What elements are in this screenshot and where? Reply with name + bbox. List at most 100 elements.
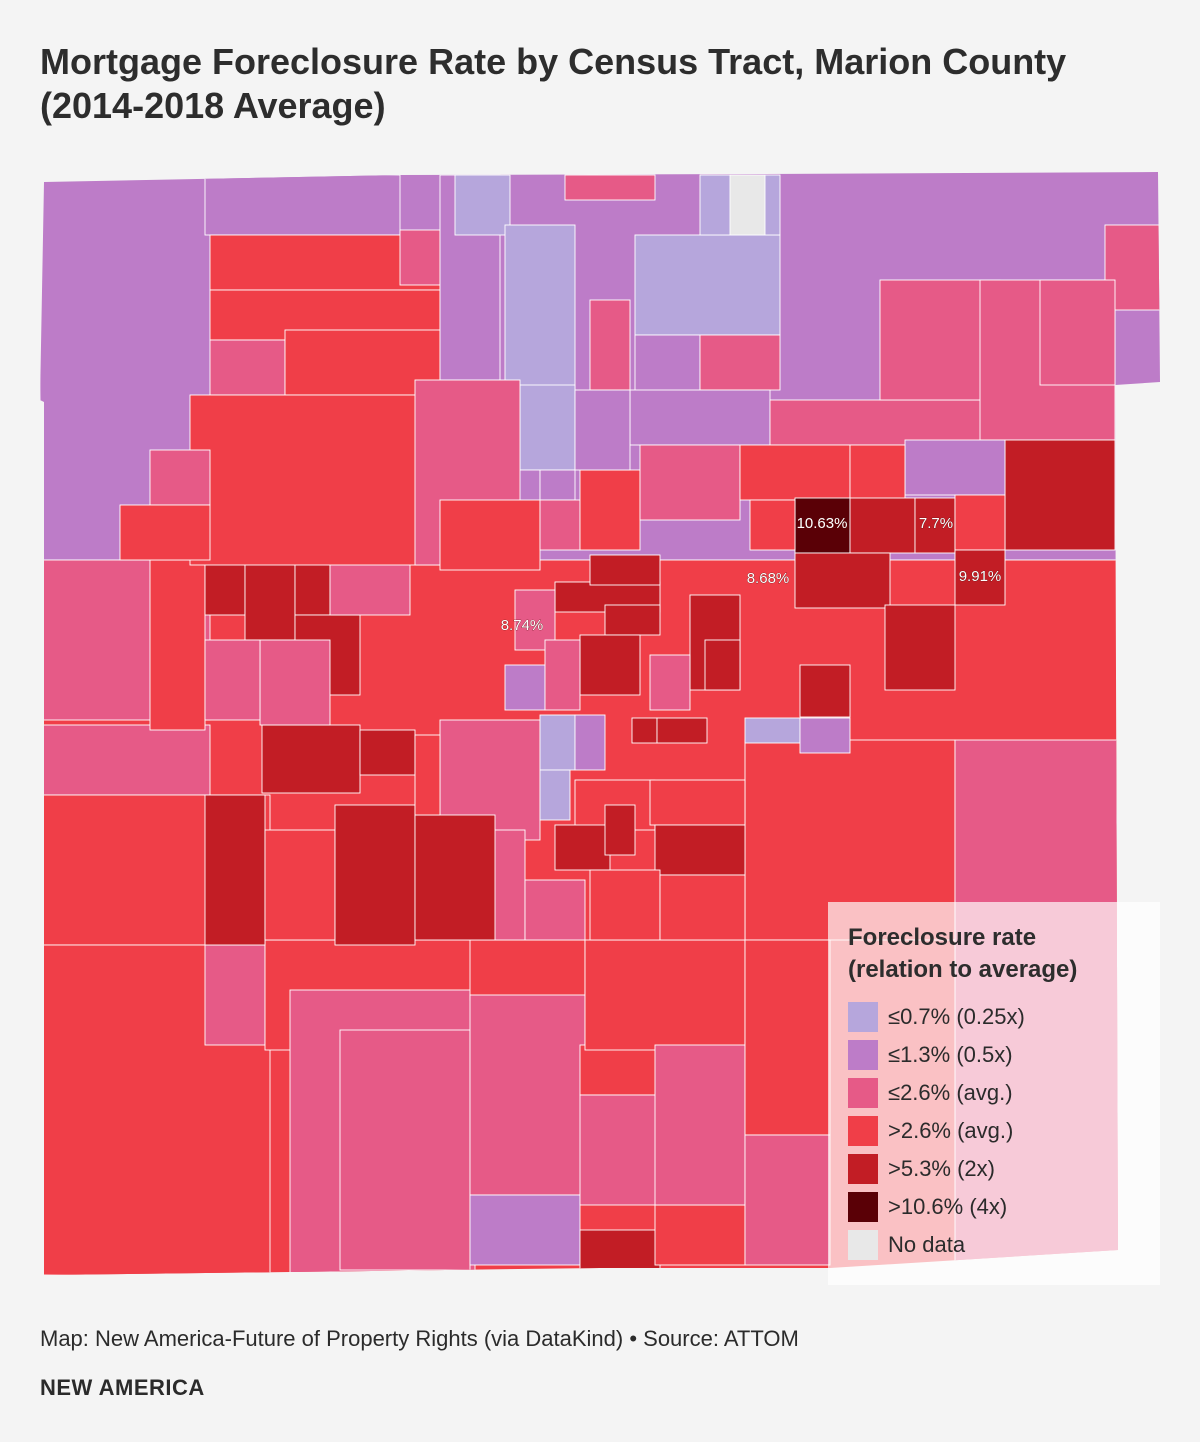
census-tract xyxy=(744,1134,831,1266)
census-tract xyxy=(1004,439,1116,551)
legend-label: ≤2.6% (avg.) xyxy=(888,1080,1013,1105)
census-tract xyxy=(639,444,741,521)
legend-item-low: ≤1.3% (0.5x) xyxy=(848,1036,1160,1074)
census-tract xyxy=(589,299,631,391)
census-tract xyxy=(264,829,336,941)
census-tract xyxy=(261,724,361,794)
census-tract xyxy=(414,814,496,941)
tract-labels: 10.63% 7.7% 8.68% 9.91% 8.74% xyxy=(500,515,1002,635)
census-tract xyxy=(656,717,708,744)
legend-swatch xyxy=(848,1230,878,1260)
census-tract xyxy=(654,1044,746,1206)
census-tract xyxy=(204,794,266,946)
census-tract xyxy=(699,334,781,391)
census-tract xyxy=(149,449,211,506)
census-tract xyxy=(544,639,581,711)
census-tract xyxy=(554,824,611,871)
census-tract xyxy=(584,939,746,1051)
census-tract xyxy=(749,499,796,551)
census-tract xyxy=(604,604,661,636)
census-tract xyxy=(914,497,956,554)
legend-label: >10.6% (4x) xyxy=(888,1194,1008,1219)
census-tract xyxy=(799,717,851,754)
census-tract xyxy=(524,879,586,941)
census-tract xyxy=(439,499,541,571)
census-tract xyxy=(284,329,441,396)
legend-item-high: >5.3% (2x) xyxy=(848,1150,1160,1188)
census-tract xyxy=(579,634,641,696)
census-tract xyxy=(634,334,701,396)
source-credit: Map: New America-Future of Property Righ… xyxy=(40,1326,799,1351)
legend-item-below-average: ≤2.6% (avg.) xyxy=(848,1074,1160,1112)
census-tract xyxy=(589,869,661,941)
census-tract xyxy=(414,734,441,816)
census-tract xyxy=(849,497,916,554)
census-tract xyxy=(954,494,1006,551)
census-tract xyxy=(799,664,851,718)
census-tract xyxy=(654,824,746,876)
census-tract xyxy=(1039,279,1116,386)
census-tract xyxy=(849,444,906,501)
census-tract xyxy=(744,717,801,744)
census-tract xyxy=(649,654,691,711)
census-tract xyxy=(654,1204,746,1266)
legend: Foreclosure rate (relation to average) ≤… xyxy=(828,902,1160,1285)
census-tract xyxy=(329,559,411,616)
census-tract xyxy=(579,1229,661,1271)
census-tract xyxy=(704,639,741,691)
census-tract xyxy=(539,769,571,821)
census-tract xyxy=(954,549,1006,606)
census-tract xyxy=(294,559,331,616)
census-tract xyxy=(454,174,511,236)
census-tract xyxy=(629,389,771,446)
legend-item-above-average: >2.6% (avg.) xyxy=(848,1112,1160,1150)
legend-swatch xyxy=(848,1002,878,1032)
census-tract xyxy=(189,394,446,566)
census-tract xyxy=(40,724,211,796)
legend-swatch xyxy=(848,1078,878,1108)
legend-swatch xyxy=(848,1116,878,1146)
census-tract xyxy=(539,469,576,501)
census-tract xyxy=(504,664,546,711)
census-tract xyxy=(579,1094,661,1206)
census-tract xyxy=(469,1194,581,1266)
tract-value-label: 8.68% xyxy=(747,570,790,587)
legend-item-no-data: No data xyxy=(848,1226,1160,1264)
census-tract xyxy=(119,504,211,561)
census-tract xyxy=(399,229,441,286)
census-tract xyxy=(469,939,586,1001)
tract-value-label: 9.91% xyxy=(959,568,1002,585)
census-tract xyxy=(204,559,246,616)
census-tract xyxy=(794,497,851,554)
census-tract xyxy=(904,439,1006,496)
map-title-line2: (2014-2018 Average) xyxy=(40,85,386,126)
census-tract xyxy=(579,469,641,551)
census-tract xyxy=(209,339,286,396)
tract-value-label: 8.74% xyxy=(501,617,544,634)
census-tract xyxy=(739,444,851,501)
legend-swatch xyxy=(848,1040,878,1070)
census-tract xyxy=(514,589,556,651)
legend-title-line2: (relation to average) xyxy=(848,956,1078,983)
census-tract xyxy=(589,554,661,586)
tract-value-label: 7.7% xyxy=(919,515,953,532)
legend-label: ≤1.3% (0.5x) xyxy=(888,1042,1013,1067)
census-tract xyxy=(649,779,746,826)
census-tract xyxy=(884,604,956,691)
census-tract xyxy=(359,729,416,776)
census-tract xyxy=(631,717,658,744)
map-title: Mortgage Foreclosure Rate by Census Trac… xyxy=(40,40,1160,128)
census-tract xyxy=(204,174,401,236)
legend-label: ≤0.7% (0.25x) xyxy=(888,1004,1025,1029)
census-tract xyxy=(574,714,606,771)
legend-swatch xyxy=(848,1192,878,1222)
census-tract xyxy=(334,804,416,946)
census-tract xyxy=(259,639,331,726)
census-tract xyxy=(634,234,781,336)
census-tract xyxy=(539,499,581,551)
census-tract xyxy=(659,874,746,941)
legend-label: No data xyxy=(888,1232,966,1257)
census-tract xyxy=(794,552,891,609)
